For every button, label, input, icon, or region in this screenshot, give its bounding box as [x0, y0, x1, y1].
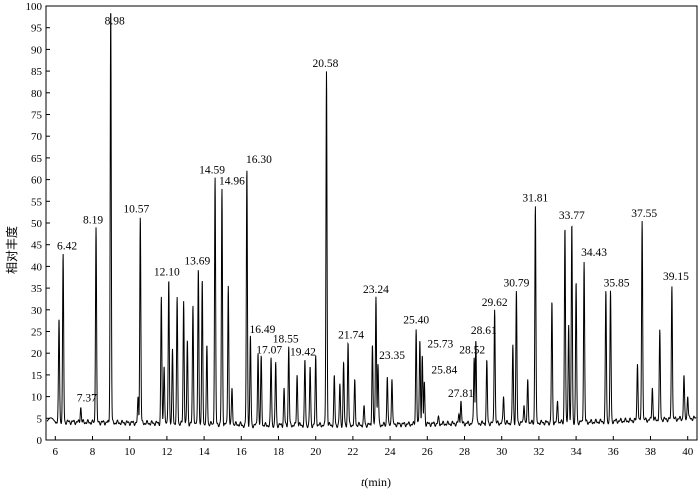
- x-tick-label: 38: [645, 446, 657, 458]
- y-tick-label: 20: [31, 348, 43, 360]
- y-tick-label: 95: [31, 23, 43, 35]
- peak-label: 35.85: [604, 277, 630, 289]
- x-tick-label: 8: [90, 446, 96, 458]
- y-tick-label: 75: [31, 110, 43, 122]
- peak-label: 14.59: [199, 164, 225, 176]
- y-tick-label: 45: [31, 240, 43, 252]
- peak-label: 12.10: [154, 266, 180, 278]
- y-tick-label: 80: [31, 88, 43, 100]
- x-tick-label: 6: [53, 446, 59, 458]
- x-tick-label: 28: [459, 446, 471, 458]
- peak-label: 27.81: [448, 388, 474, 400]
- peak-label: 19.42: [290, 347, 316, 359]
- peak-label: 16.30: [246, 154, 272, 166]
- peak-label: 8.19: [83, 214, 103, 226]
- peak-label: 28.52: [459, 345, 485, 357]
- x-tick-label: 36: [608, 446, 620, 458]
- y-axis-title: 相对丰度: [4, 226, 19, 274]
- peak-label: 25.73: [427, 338, 453, 350]
- y-tick-label: 50: [31, 218, 43, 230]
- peak-label: 28.61: [471, 325, 497, 337]
- peak-label: 18.55: [273, 334, 299, 346]
- y-tick-label: 70: [31, 131, 43, 143]
- peak-label: 25.40: [403, 314, 429, 326]
- x-tick-label: 20: [310, 446, 322, 458]
- y-tick-label: 25: [31, 327, 43, 339]
- y-tick-label: 15: [31, 370, 43, 382]
- peak-label: 39.15: [663, 271, 689, 283]
- peak-label: 14.96: [219, 175, 245, 187]
- peak-label: 34.43: [581, 247, 607, 259]
- x-axis-title: t(min): [361, 475, 391, 489]
- y-tick-label: 100: [26, 1, 43, 13]
- x-tick-label: 18: [273, 446, 285, 458]
- y-tick-label: 0: [37, 435, 43, 447]
- y-tick-label: 40: [31, 261, 43, 273]
- x-tick-label: 22: [347, 446, 358, 458]
- peak-label: 37.55: [631, 208, 657, 220]
- x-tick-label: 14: [199, 446, 211, 458]
- x-tick-label: 16: [236, 446, 248, 458]
- x-tick-label: 40: [682, 446, 694, 458]
- peak-label: 23.35: [379, 350, 405, 362]
- peak-label: 21.74: [338, 329, 364, 341]
- x-axis-title-italic: t: [361, 475, 365, 489]
- peak-label: 31.81: [522, 193, 548, 205]
- chromatogram-line: [46, 13, 697, 429]
- peak-label: 17.07: [256, 344, 282, 356]
- x-tick-label: 24: [385, 446, 397, 458]
- peak-label: 25.84: [431, 364, 457, 376]
- x-tick-label: 30: [496, 446, 508, 458]
- peak-label: 29.62: [482, 297, 508, 309]
- x-axis-title-unit: (min): [364, 475, 391, 489]
- peak-labels: 6.42 7.37 8.19 8.98 10.57 12.10 13.69 14.5914.9…: [57, 16, 689, 405]
- y-tick-label: 85: [31, 66, 43, 78]
- y-tick-label: 35: [31, 283, 43, 295]
- y-tick-label: 55: [31, 196, 43, 208]
- peak-label: 30.79: [503, 277, 529, 289]
- y-tick-label: 5: [37, 413, 43, 425]
- peak-label: 13.69: [184, 256, 210, 268]
- x-tick-label: 32: [533, 446, 544, 458]
- y-tick-label: 60: [31, 175, 43, 187]
- peak-label: 33.77: [559, 210, 585, 222]
- x-tick-label: 34: [571, 446, 583, 458]
- peak-label: 6.42: [57, 240, 77, 252]
- y-tick-label: 90: [31, 44, 43, 56]
- y-tick-label: 65: [31, 153, 43, 165]
- peak-label: 7.37: [77, 392, 97, 404]
- y-tick-label: 30: [31, 305, 43, 317]
- y-axis: 0 5 10 15 20 25 30 35 40 45 50 55 60 65 70 75 80 85 90 95 10…: [26, 1, 50, 447]
- peak-label: 23.24: [363, 284, 389, 296]
- x-tick-label: 26: [422, 446, 434, 458]
- y-tick-label: 10: [31, 392, 43, 404]
- peak-label: 20.58: [313, 58, 339, 70]
- x-tick-label: 10: [124, 446, 136, 458]
- peak-label: 16.49: [249, 324, 275, 336]
- x-tick-label: 12: [161, 446, 172, 458]
- x-axis: 6 8 10 12 14 16 18 20 22 24 26 28 30 32 34 36 38 40: [53, 436, 694, 458]
- peak-label: 10.57: [123, 203, 149, 215]
- peak-label: 8.98: [105, 16, 125, 28]
